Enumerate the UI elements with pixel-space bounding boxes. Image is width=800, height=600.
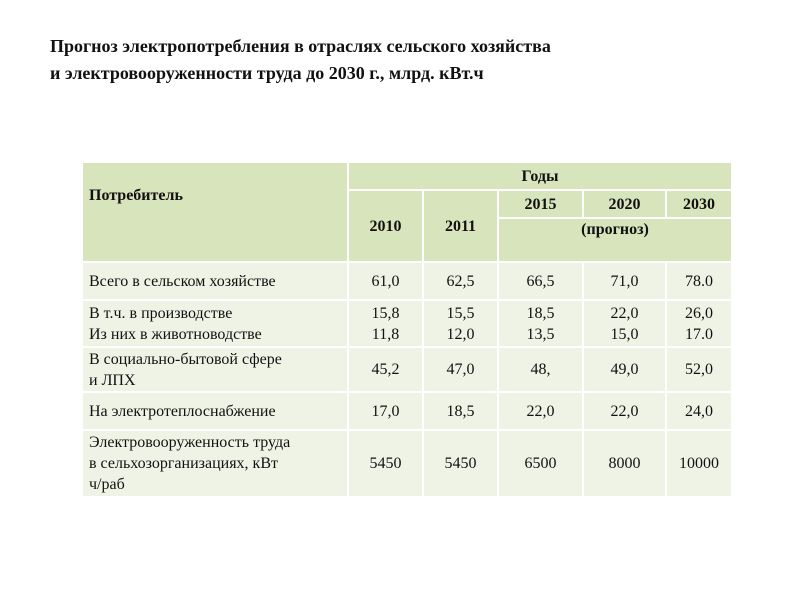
- header-cell: 2015: [497, 189, 584, 219]
- value-cell: 26,0 17.0: [665, 299, 733, 348]
- cell-line: 22,0: [610, 304, 639, 322]
- cell-line: 18,5: [446, 402, 475, 420]
- row-label: В социально-бытовой сфере и ЛПХ: [81, 346, 349, 393]
- value-cell: 49,0: [582, 346, 667, 393]
- cell-line: 66,5: [526, 272, 555, 290]
- cell-line: 8000: [608, 455, 641, 472]
- cell-line: Электровооруженность труда: [89, 434, 291, 451]
- cell-line: 26,0: [685, 304, 713, 322]
- value-cell: 8000: [582, 429, 667, 498]
- cell-line: 71,0: [610, 272, 639, 290]
- value-cell: 15,5 12,0: [422, 299, 499, 348]
- value-cell: 48,: [497, 346, 584, 393]
- cell-line: 17,0: [371, 402, 400, 420]
- cell-line: 15,0: [610, 325, 639, 343]
- value-cell: 62,5: [422, 261, 499, 301]
- value-cell: 5450: [422, 429, 499, 498]
- cell-line: 24,0: [685, 402, 713, 420]
- value-cell: 78.0: [665, 261, 733, 301]
- row-label: Всего в сельском хозяйстве: [81, 261, 349, 301]
- header-cell: Потребитель: [81, 161, 349, 263]
- value-cell: 71,0: [582, 261, 667, 301]
- value-cell: 61,0: [347, 261, 424, 301]
- row-label: Электровооруженность труда в сельхозорган…: [81, 429, 349, 498]
- cell-line: 13,5: [526, 325, 555, 343]
- value-cell: 22,0 15,0: [582, 299, 667, 348]
- cell-line: Всего в сельском хозяйстве: [89, 272, 276, 290]
- cell-line: 78.0: [685, 272, 713, 290]
- value-cell: 6500: [497, 429, 584, 498]
- cell-line: 45,2: [371, 361, 400, 378]
- cell-line: и ЛПХ: [89, 371, 136, 389]
- cell-line: В социально-бытовой сфере: [89, 350, 282, 368]
- header-cell: (прогноз): [497, 217, 733, 263]
- header-cell: 2030: [665, 189, 733, 219]
- table-row: В т.ч. в производстве Из них в животновод…: [81, 299, 733, 348]
- cell-line: 48,: [530, 361, 551, 378]
- table-row: На электротеплоснабжение 17,0 18,5 22,0 22,0…: [81, 391, 733, 431]
- cell-line: 5450: [444, 455, 477, 472]
- table-row: В социально-бытовой сфере и ЛПХ 45,2 47,0 48…: [81, 346, 733, 393]
- cell-line: 22,0: [610, 402, 639, 420]
- row-label: На электротеплоснабжение: [81, 391, 349, 431]
- value-cell: 22,0: [497, 391, 584, 431]
- cell-line: 47,0: [446, 361, 475, 378]
- cell-line: 61,0: [371, 272, 400, 290]
- cell-line: 15,8: [371, 304, 400, 322]
- cell-line: 62,5: [446, 272, 475, 290]
- table: Потребитель Годы 2010 2011 2015 2020 203…: [81, 161, 733, 498]
- header-cell: 2020: [582, 189, 667, 219]
- table-body: Всего в сельском хозяйстве 61,0 62,5 66,5 71…: [81, 261, 733, 498]
- cell-line: 10000: [679, 455, 719, 472]
- value-cell: 15,8 11,8: [347, 299, 424, 348]
- value-cell: 17,0: [347, 391, 424, 431]
- cell-line: На электротеплоснабжение: [89, 402, 276, 420]
- cell-line: в сельхозорганизациях, кВт: [89, 455, 278, 472]
- cell-line: 49,0: [610, 361, 639, 378]
- title: Прогноз электропотребления в отраслях се…: [50, 33, 551, 87]
- header-cell: Годы: [347, 161, 733, 191]
- value-cell: 10000: [665, 429, 733, 498]
- value-cell: 18,5: [422, 391, 499, 431]
- value-cell: 18,5 13,5: [497, 299, 584, 348]
- cell-line: 52,0: [685, 361, 713, 378]
- value-cell: 22,0: [582, 391, 667, 431]
- value-cell: 5450: [347, 429, 424, 498]
- cell-line: 6500: [524, 455, 557, 472]
- header-cell: 2010: [347, 189, 424, 263]
- title-line: и электровооруженности труда до 2030 г.,…: [50, 63, 484, 83]
- row-label: В т.ч. в производстве Из них в животновод…: [81, 299, 349, 348]
- title-line: Прогноз электропотребления в отраслях се…: [50, 36, 551, 56]
- cell-line: 22,0: [526, 402, 555, 420]
- value-cell: 66,5: [497, 261, 584, 301]
- cell-line: Из них в животноводстве: [89, 325, 262, 343]
- value-cell: 52,0: [665, 346, 733, 393]
- table-row: Электровооруженность труда в сельхозорган…: [81, 429, 733, 498]
- cell-line: 11,8: [371, 325, 400, 343]
- cell-line: 18,5: [526, 304, 555, 322]
- value-cell: 24,0: [665, 391, 733, 431]
- cell-line: 17.0: [685, 325, 713, 343]
- header-cell: 2011: [422, 189, 499, 263]
- cell-line: 12,0: [446, 325, 475, 343]
- cell-line: 5450: [369, 455, 402, 472]
- cell-line: В т.ч. в производстве: [89, 304, 233, 322]
- cell-line: 15,5: [446, 304, 475, 322]
- table-row: Всего в сельском хозяйстве 61,0 62,5 66,5 71…: [81, 261, 733, 301]
- value-cell: 45,2: [347, 346, 424, 393]
- value-cell: 47,0: [422, 346, 499, 393]
- cell-line: ч/раб: [89, 476, 125, 493]
